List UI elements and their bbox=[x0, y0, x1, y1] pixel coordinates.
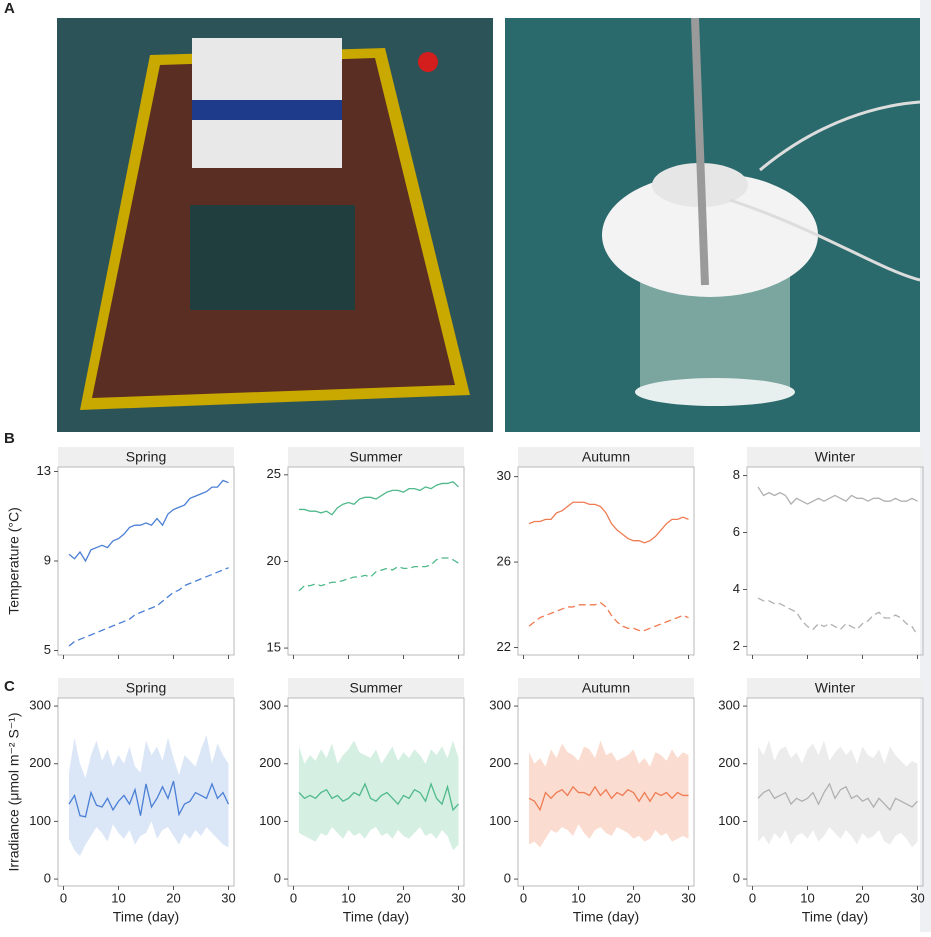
x-tick-label: 0 bbox=[290, 890, 297, 905]
y-tick-label: 30 bbox=[497, 468, 511, 483]
panel-title: Winter bbox=[815, 680, 856, 696]
strip bbox=[288, 447, 464, 467]
panel-title: Spring bbox=[126, 449, 166, 465]
x-tick-label: 20 bbox=[396, 890, 410, 905]
x-tick-label: 30 bbox=[681, 890, 695, 905]
y-tick-label: 6 bbox=[733, 524, 740, 539]
y-tick-label: 5 bbox=[44, 642, 51, 657]
x-tick-label: 20 bbox=[855, 890, 869, 905]
x-tick-label: 10 bbox=[341, 890, 355, 905]
y-tick-label: 22 bbox=[497, 639, 511, 654]
strip bbox=[747, 678, 923, 698]
x-tick-label: 20 bbox=[626, 890, 640, 905]
y-tick-label: 8 bbox=[733, 467, 740, 482]
strip bbox=[518, 447, 694, 467]
side-strip bbox=[920, 0, 931, 932]
series-line bbox=[757, 597, 919, 636]
strip bbox=[288, 678, 464, 698]
y-tick-label: 200 bbox=[718, 755, 740, 770]
series-line bbox=[528, 601, 689, 632]
y-tick-label: 9 bbox=[44, 552, 51, 567]
x-tick-label: 30 bbox=[451, 890, 465, 905]
y-tick-label: 2 bbox=[733, 638, 740, 653]
series-line bbox=[68, 479, 229, 563]
y-axis-label: Irradiance (μmol m⁻² S⁻¹) bbox=[6, 713, 22, 872]
panel-title: Winter bbox=[815, 449, 856, 465]
y-tick-label: 100 bbox=[718, 813, 740, 828]
x-tick-label: 30 bbox=[221, 890, 235, 905]
y-tick-label: 20 bbox=[267, 553, 281, 568]
series-line bbox=[68, 567, 229, 647]
x-tick-label: 30 bbox=[910, 890, 924, 905]
y-tick-label: 100 bbox=[259, 813, 281, 828]
y-tick-label: 15 bbox=[267, 640, 281, 655]
y-tick-label: 200 bbox=[489, 755, 511, 770]
y-tick-label: 300 bbox=[29, 698, 51, 713]
strip bbox=[58, 678, 234, 698]
plot-frame bbox=[57, 466, 235, 656]
y-tick-label: 0 bbox=[44, 871, 51, 886]
y-tick-label: 4 bbox=[733, 581, 740, 596]
photo-chamber bbox=[505, 17, 921, 432]
x-axis-label: Time (day) bbox=[343, 909, 409, 925]
series-line bbox=[298, 781, 459, 812]
x-tick-label: 10 bbox=[111, 890, 125, 905]
panel-title: Summer bbox=[350, 680, 403, 696]
y-tick-label: 0 bbox=[274, 871, 281, 886]
series-line bbox=[757, 486, 918, 506]
x-axis-label: Time (day) bbox=[113, 909, 179, 925]
panel-title: Summer bbox=[350, 449, 403, 465]
plot-frame bbox=[517, 697, 695, 887]
photo-platform bbox=[57, 18, 493, 432]
x-tick-label: 0 bbox=[749, 890, 756, 905]
strip bbox=[58, 447, 234, 467]
x-tick-label: 0 bbox=[60, 890, 67, 905]
y-tick-label: 300 bbox=[489, 698, 511, 713]
plot-frame bbox=[746, 466, 924, 656]
panel-title: Autumn bbox=[582, 449, 630, 465]
plot-frame bbox=[57, 697, 235, 887]
series-line bbox=[528, 785, 689, 812]
x-tick-label: 0 bbox=[520, 890, 527, 905]
y-tick-label: 200 bbox=[29, 755, 51, 770]
plot-frame bbox=[746, 697, 924, 887]
x-tick-label: 20 bbox=[166, 890, 180, 905]
x-axis-label: Time (day) bbox=[802, 909, 868, 925]
series-line bbox=[68, 780, 230, 818]
panel-label: A bbox=[4, 0, 15, 17]
y-tick-label: 300 bbox=[259, 698, 281, 713]
panel-label: C bbox=[4, 678, 15, 695]
plot-frame bbox=[517, 466, 695, 656]
panel-label: B bbox=[4, 430, 15, 447]
plot-frame bbox=[287, 697, 465, 887]
range-band bbox=[299, 740, 459, 851]
y-tick-label: 200 bbox=[259, 755, 281, 770]
y-tick-label: 100 bbox=[29, 813, 51, 828]
y-tick-label: 25 bbox=[267, 466, 281, 481]
panel-title: Autumn bbox=[582, 680, 630, 696]
y-axis-label: Temperature (°C) bbox=[6, 507, 22, 615]
panel-title: Spring bbox=[126, 680, 166, 696]
y-tick-label: 0 bbox=[504, 871, 511, 886]
y-tick-label: 300 bbox=[718, 698, 740, 713]
series-line bbox=[757, 782, 918, 812]
x-tick-label: 10 bbox=[800, 890, 814, 905]
series-line bbox=[528, 501, 689, 544]
strip bbox=[518, 678, 694, 698]
series-line bbox=[298, 557, 459, 592]
x-axis-label: Time (day) bbox=[573, 909, 639, 925]
x-tick-label: 10 bbox=[571, 890, 585, 905]
y-tick-label: 26 bbox=[497, 554, 511, 569]
plot-frame bbox=[287, 466, 465, 656]
y-tick-label: 100 bbox=[489, 813, 511, 828]
series-line bbox=[299, 480, 459, 516]
y-tick-label: 0 bbox=[733, 871, 740, 886]
strip bbox=[747, 447, 923, 467]
y-tick-label: 13 bbox=[37, 463, 51, 478]
